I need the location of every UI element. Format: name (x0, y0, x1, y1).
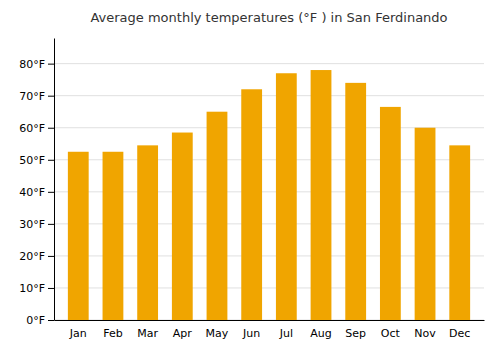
bar (103, 152, 124, 320)
y-tick-label: 40°F (19, 186, 45, 199)
grid-line (54, 95, 484, 96)
y-tick: 40°F (19, 186, 54, 199)
y-tick-label: 60°F (19, 122, 45, 135)
y-tick-mark (48, 256, 54, 257)
y-tick-mark (48, 96, 54, 97)
y-tick-mark (48, 64, 54, 65)
x-tick-label: Jan (69, 327, 87, 340)
grid (54, 64, 484, 320)
x-tick-label: Feb (103, 327, 122, 340)
x-tick: Aug (310, 327, 331, 340)
y-tick: 30°F (19, 218, 54, 231)
x-axis: Jan Feb Mar Apr May Jun Jul Aug Sep Oct Nov Dec (55, 321, 485, 340)
x-tick-label: Dec (449, 327, 470, 340)
y-tick-mark (48, 128, 54, 129)
y-tick: 10°F (19, 282, 54, 295)
bar (137, 145, 158, 320)
x-tick: Mar (137, 327, 158, 340)
y-tick-label: 10°F (19, 282, 45, 295)
y-axis: 0°F 10°F 20°F 30°F 40°F 50°F 60°F 70°F 80°F (19, 39, 54, 328)
bar (276, 73, 297, 320)
y-tick-label: 70°F (19, 90, 45, 103)
y-tick: 0°F (26, 314, 54, 327)
x-tick: Dec (449, 327, 470, 340)
chart: Jan Feb Mar Apr May Jun Jul Aug Sep Oct Nov Dec 0°F 1… (0, 0, 500, 350)
x-tick: Sep (345, 327, 366, 340)
x-tick: Jun (242, 327, 260, 340)
x-tick-label: Nov (414, 327, 436, 340)
x-tick: May (206, 327, 229, 340)
bar (172, 133, 193, 320)
y-tick-mark (48, 320, 54, 321)
y-tick-mark (48, 288, 54, 289)
x-tick: Nov (414, 327, 436, 340)
bar (345, 83, 366, 320)
y-tick: 80°F (19, 58, 54, 71)
y-tick-mark (48, 160, 54, 161)
y-tick-mark (48, 224, 54, 225)
title: Average monthly temperatures (°F ) in Sa… (90, 10, 447, 25)
x-tick-label: Jul (279, 327, 293, 340)
bar (311, 70, 332, 320)
y-tick-label: 0°F (26, 314, 45, 327)
bar (449, 145, 470, 320)
x-tick-label: May (206, 327, 229, 340)
bar (68, 152, 89, 320)
x-tick-label: Aug (310, 327, 331, 340)
bar (415, 128, 436, 320)
bar (380, 107, 401, 320)
x-tick: Apr (173, 327, 193, 340)
axis-domain (55, 320, 485, 321)
y-tick-label: 20°F (19, 250, 45, 263)
axis-domain (54, 39, 55, 321)
y-tick: 70°F (19, 90, 54, 103)
grid-line (54, 63, 484, 64)
bars (68, 70, 470, 320)
x-tick-label: Oct (381, 327, 401, 340)
x-tick-label: Mar (137, 327, 158, 340)
x-tick: Oct (381, 327, 401, 340)
y-tick-label: 30°F (19, 218, 45, 231)
x-tick: Jul (279, 327, 293, 340)
y-tick: 20°F (19, 250, 54, 263)
y-tick-label: 50°F (19, 154, 45, 167)
x-tick-label: Jun (242, 327, 260, 340)
bar (207, 112, 228, 320)
y-tick: 60°F (19, 122, 54, 135)
x-tick-label: Apr (173, 327, 193, 340)
bar (241, 89, 262, 320)
x-tick: Feb (103, 327, 122, 340)
x-tick: Jan (69, 327, 87, 340)
y-tick: 50°F (19, 154, 54, 167)
x-tick-label: Sep (345, 327, 366, 340)
y-tick-label: 80°F (19, 58, 45, 71)
y-tick-mark (48, 192, 54, 193)
